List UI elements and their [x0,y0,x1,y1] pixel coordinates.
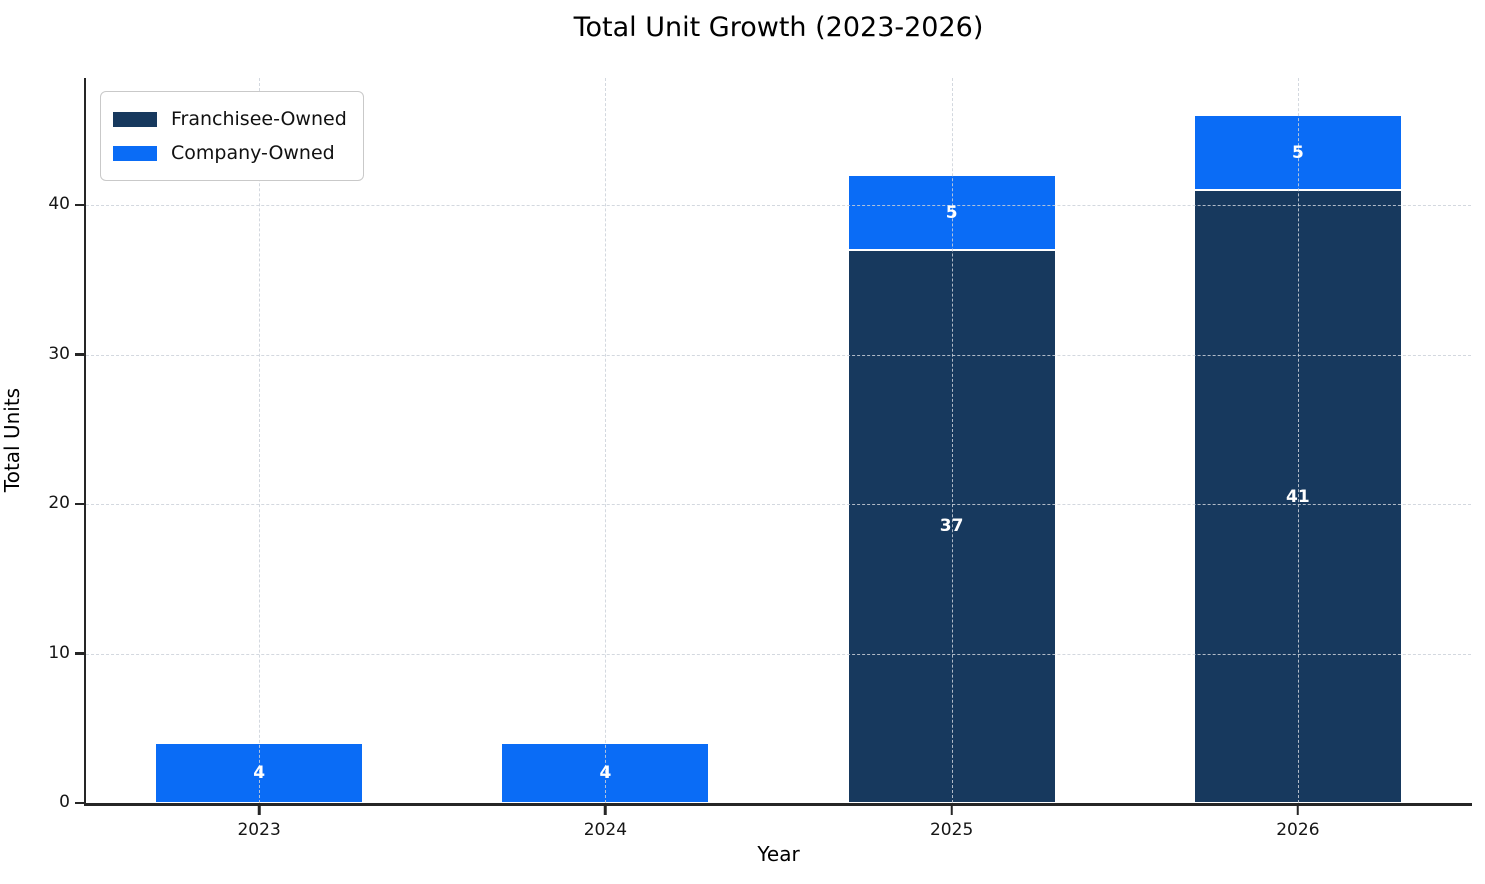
y-tick-mark [75,652,84,655]
x-tick-mark [604,806,607,815]
legend-label: Company-Owned [171,142,335,164]
y-axis-label: Total Units [0,387,24,493]
y-tick-label: 0 [59,792,70,812]
y-tick-label: 40 [48,194,70,215]
legend-label: Franchisee-Owned [171,108,347,130]
x-axis-label: Year [757,842,800,866]
y-tick-mark [75,801,84,805]
x-tick-label: 2026 [1276,820,1320,840]
bar-value-label: 37 [939,516,964,537]
chart-title: Total Unit Growth (2023-2026) [573,12,984,43]
legend: Franchisee-Owned Company-Owned [100,91,364,181]
y-tick-label: 30 [48,343,70,364]
y-axis-spine [83,78,86,806]
y-tick-label: 10 [48,642,70,663]
bar-value-label: 5 [1291,142,1304,163]
legend-item: Company-Owned [113,136,347,170]
bar-value-label: 41 [1286,486,1310,507]
y-tick-mark [75,502,84,506]
plot-area: 4 4 37 5 41 5 0 10 20 30 40 2023 2024 2025 2026 Fran… [48,78,1472,840]
x-tick-label: 2024 [583,820,628,840]
legend-swatch-icon [113,145,157,161]
bar-value-label: 4 [253,763,266,784]
bar-value-label: 4 [599,763,612,784]
y-tick-mark [75,353,84,356]
legend-swatch-icon [113,111,157,127]
x-tick-mark [1296,806,1300,815]
y-tick-label: 20 [48,493,70,514]
bar-value-label: 5 [945,202,958,223]
x-axis-spine [83,803,1472,806]
grid-line-x [259,78,261,803]
grid-line-x [605,78,607,803]
y-tick-mark [75,203,84,207]
x-tick-mark [950,806,953,815]
legend-item: Franchisee-Owned [113,102,347,136]
legend-items: Franchisee-Owned Company-Owned [113,102,347,170]
x-tick-label: 2023 [237,820,281,840]
x-tick-mark [257,806,261,815]
x-tick-label: 2025 [929,820,974,840]
